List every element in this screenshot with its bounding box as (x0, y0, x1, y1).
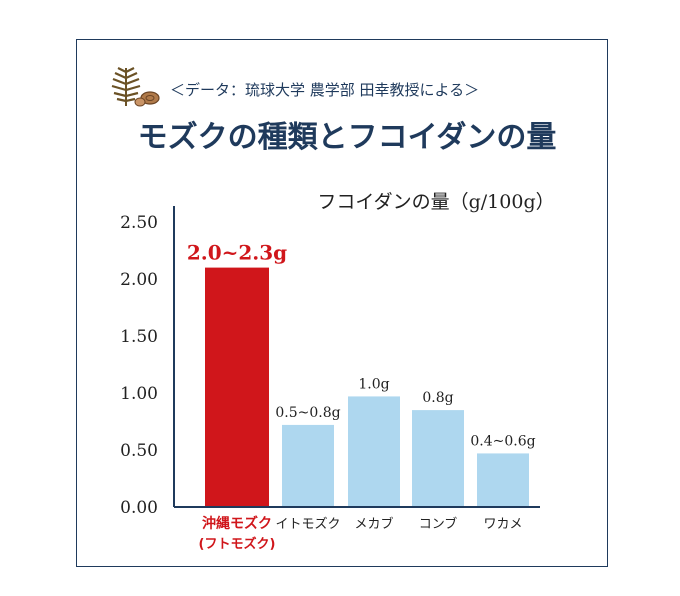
category-label: メカブ (354, 516, 393, 532)
page-title: モズクの種類とフコイダンの量 (137, 120, 557, 155)
value-label: 1.0g (358, 376, 389, 392)
bar-1 (282, 424, 334, 507)
y-tick-label: 1.50 (120, 327, 158, 347)
bar-0 (205, 267, 269, 507)
category-label: 沖縄モズク (202, 515, 272, 532)
chart-title: フコイダンの量（g/100g） (317, 191, 554, 213)
category-label: コンブ (419, 516, 458, 532)
y-tick-label: 2.00 (120, 270, 158, 290)
y-tick-label: 1.00 (120, 384, 158, 404)
y-tick-label: 2.50 (120, 213, 158, 233)
seaweed-icon (111, 67, 160, 107)
y-tick-label: 0.50 (120, 441, 158, 461)
data-source-note: ＜データ：琉球大学 農学部 田幸教授による＞ (170, 81, 480, 99)
chart-frame (76, 39, 608, 567)
bar-4 (477, 453, 529, 507)
category-label: ワカメ (483, 517, 522, 532)
value-label: 0.4~0.6g (470, 433, 535, 449)
value-label: 0.8g (422, 390, 453, 406)
category-sublabel: (フトモズク) (199, 536, 276, 552)
y-tick-label: 0.00 (120, 498, 158, 518)
value-label: 2.0~2.3g (187, 241, 287, 265)
value-label: 0.5~0.8g (275, 405, 340, 421)
bar-2 (348, 396, 400, 507)
category-label: イトモズク (275, 516, 340, 532)
bar-3 (412, 410, 464, 507)
